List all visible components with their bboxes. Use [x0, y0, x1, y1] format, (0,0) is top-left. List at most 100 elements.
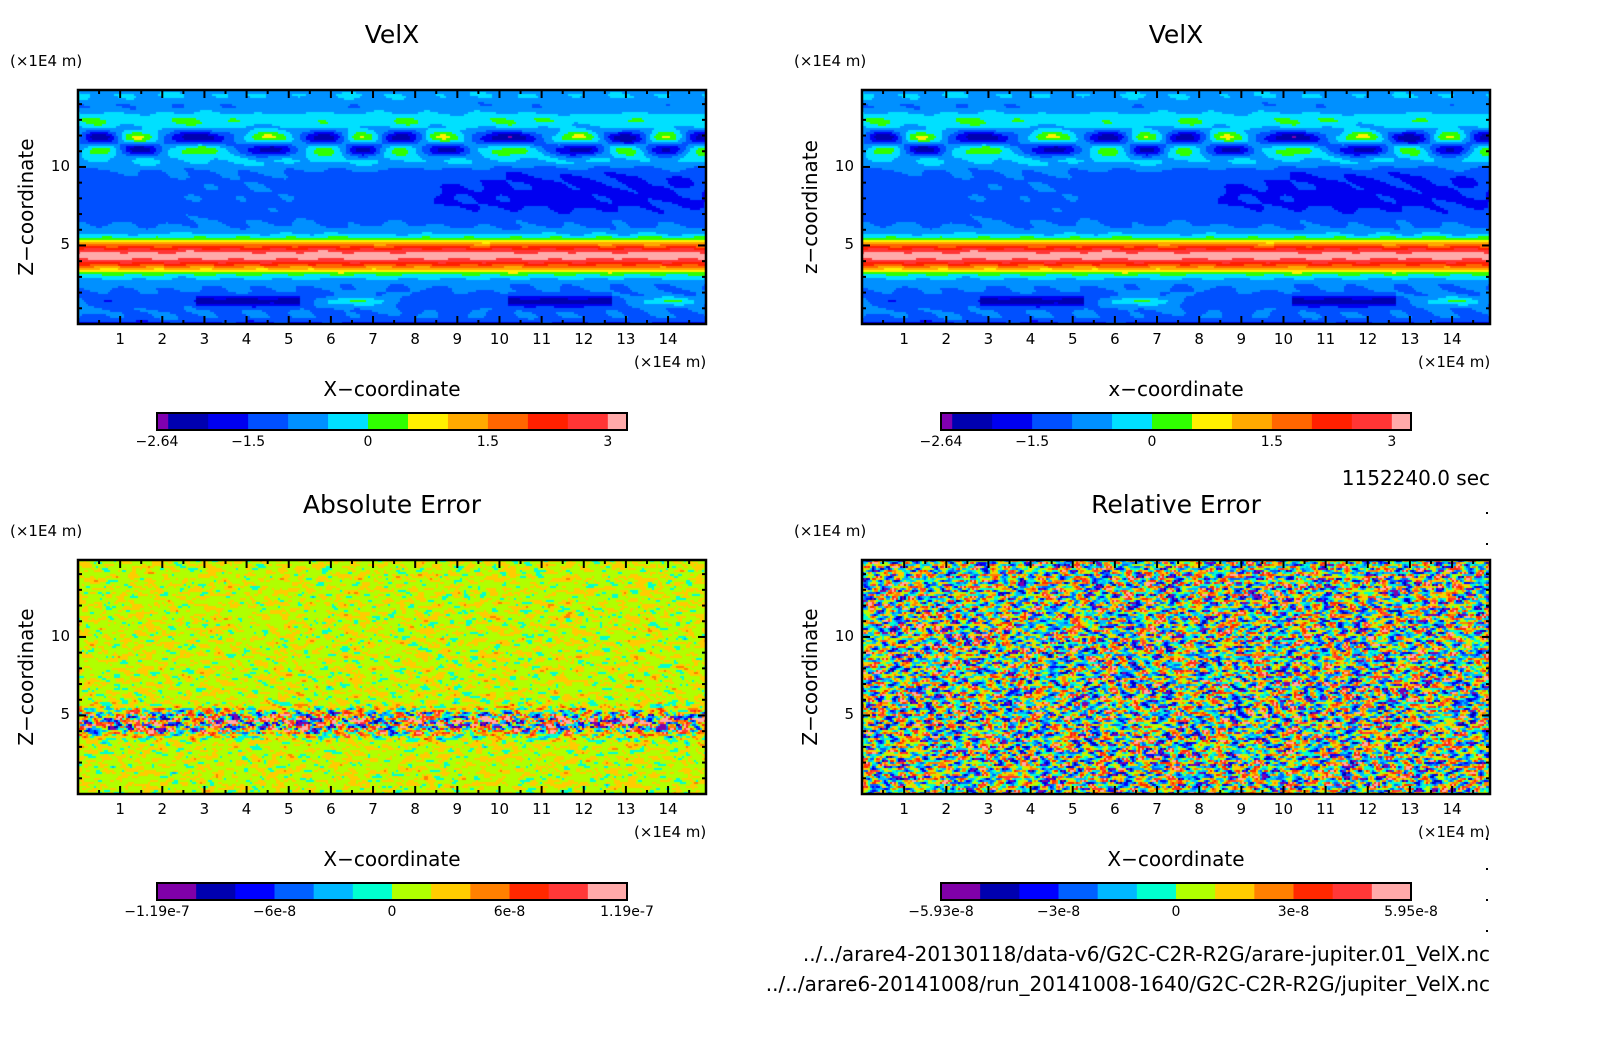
y-unit-label: (×1E4 m)	[10, 522, 83, 540]
y-unit-label: (×1E4 m)	[794, 52, 867, 70]
chart-title: VelX	[1148, 20, 1204, 49]
colorbar-swatch	[527, 413, 569, 430]
x-tick-label: 5	[1067, 800, 1078, 818]
x-tick-label: 10	[489, 330, 510, 348]
x-tick-label: 1	[899, 330, 909, 348]
colorbar-swatch	[1019, 883, 1059, 900]
dot-mark	[1486, 868, 1488, 870]
colorbar-swatch	[567, 413, 609, 430]
colorbar-swatch	[587, 883, 628, 900]
colorbar-swatch	[1351, 413, 1393, 430]
colorbar-swatch	[248, 413, 289, 430]
colorbar-swatch	[1332, 883, 1373, 900]
colorbar-swatch	[157, 413, 169, 430]
colorbar-frame	[940, 882, 1412, 901]
x-tick-label: 2	[157, 330, 168, 348]
colorbar-label: −1.19e-7	[124, 904, 190, 920]
x-tick-label: 14	[658, 800, 678, 818]
x-tick-label: 1	[899, 800, 909, 818]
x-tick-label: 12	[574, 330, 594, 348]
colorbar-swatch	[509, 883, 550, 900]
colorbar-swatch	[1072, 413, 1113, 430]
x-tick-label: 3	[983, 330, 994, 348]
colorbar-label: 1.19e-7	[600, 904, 654, 920]
x-tick-label: 11	[1316, 330, 1336, 348]
x-tick-label: 5	[283, 800, 294, 818]
x-tick-label: 3	[199, 800, 210, 818]
colorbar-frame	[156, 882, 628, 901]
colorbar-swatch	[980, 883, 1020, 900]
colorbar-swatch	[313, 883, 354, 900]
colorbar-label: −1.5	[231, 434, 266, 450]
colorbar-swatch	[992, 413, 1033, 430]
colorbar-swatch	[1371, 883, 1412, 900]
contour-field	[78, 560, 706, 794]
colorbar-frame	[940, 412, 1412, 431]
colorbar-swatch	[447, 413, 489, 430]
y-tick-label: 10	[834, 156, 854, 175]
y-unit-label: (×1E4 m)	[794, 522, 867, 540]
colorbar-swatch	[368, 413, 409, 430]
y-tick-label: 10	[50, 156, 70, 175]
colorbar-swatch	[607, 413, 628, 430]
x-tick-label: 8	[410, 330, 420, 348]
x-tick-label: 13	[1400, 330, 1420, 348]
x-tick-label: 8	[410, 800, 420, 818]
colorbar-swatch	[196, 883, 236, 900]
colorbar-swatch	[235, 883, 275, 900]
colorbar-swatch	[1032, 413, 1073, 430]
colorbar-label: −2.64	[135, 434, 179, 450]
x-tick-label: 7	[1152, 330, 1162, 348]
x-tick-label: 9	[1236, 800, 1247, 818]
x-axis-label: X−coordinate	[1107, 847, 1245, 871]
colorbar-label: 1.5	[476, 434, 500, 450]
chart-title: VelX	[364, 20, 420, 49]
colorbar-label: 3	[603, 434, 613, 450]
y-axis-label: z−coordinate	[798, 140, 822, 274]
x-tick-label: 7	[1152, 800, 1162, 818]
colorbar-label: 3e-8	[1277, 904, 1310, 920]
x-tick-label: 4	[1025, 330, 1036, 348]
x-tick-label: 11	[532, 330, 552, 348]
x-tick-label: 6	[326, 330, 336, 348]
colorbar-label: −2.64	[919, 434, 963, 450]
file-path-1: ../../arare4-20130118/data-v6/G2C-C2R-R2…	[802, 942, 1490, 966]
x-tick-label: 9	[452, 800, 463, 818]
colorbar-label: −6e-8	[252, 904, 297, 920]
x-tick-label: 6	[1110, 800, 1120, 818]
x-tick-label: 14	[1442, 330, 1462, 348]
colorbar-label: 0	[387, 904, 397, 920]
x-tick-label: 12	[574, 800, 594, 818]
x-tick-label: 14	[658, 330, 678, 348]
colorbar-swatch	[274, 883, 315, 900]
colorbar-label: 0	[1171, 904, 1181, 920]
dot-mark	[1486, 838, 1488, 840]
colorbar-swatch	[470, 883, 510, 900]
colorbar-swatch	[288, 413, 329, 430]
contour-field	[862, 90, 1490, 324]
colorbar-swatch	[1391, 413, 1412, 430]
colorbar-swatch	[487, 413, 529, 430]
colorbar-swatch	[1191, 413, 1233, 430]
colorbar-swatch	[352, 883, 393, 900]
x-unit-label: (×1E4 m)	[634, 823, 707, 841]
x-axis-label: X−coordinate	[323, 377, 461, 401]
colorbar-swatch	[941, 413, 953, 430]
x-tick-label: 2	[157, 800, 168, 818]
x-tick-label: 11	[532, 800, 552, 818]
x-tick-label: 7	[368, 800, 378, 818]
x-tick-label: 1	[115, 800, 125, 818]
x-tick-label: 8	[1194, 330, 1204, 348]
file-path-2: ../../arare6-20141008/run_20141008-1640/…	[765, 972, 1490, 996]
y-unit-label: (×1E4 m)	[10, 52, 83, 70]
y-tick-label: 5	[60, 235, 70, 254]
colorbar-swatch	[1112, 413, 1153, 430]
y-tick-label: 5	[844, 705, 854, 724]
x-tick-label: 2	[941, 800, 952, 818]
x-tick-label: 13	[616, 330, 636, 348]
x-tick-label: 8	[1194, 800, 1204, 818]
colorbar-label: −3e-8	[1036, 904, 1081, 920]
x-tick-label: 4	[241, 800, 252, 818]
y-axis-label: Z−coordinate	[798, 608, 822, 746]
x-tick-label: 10	[1273, 800, 1294, 818]
